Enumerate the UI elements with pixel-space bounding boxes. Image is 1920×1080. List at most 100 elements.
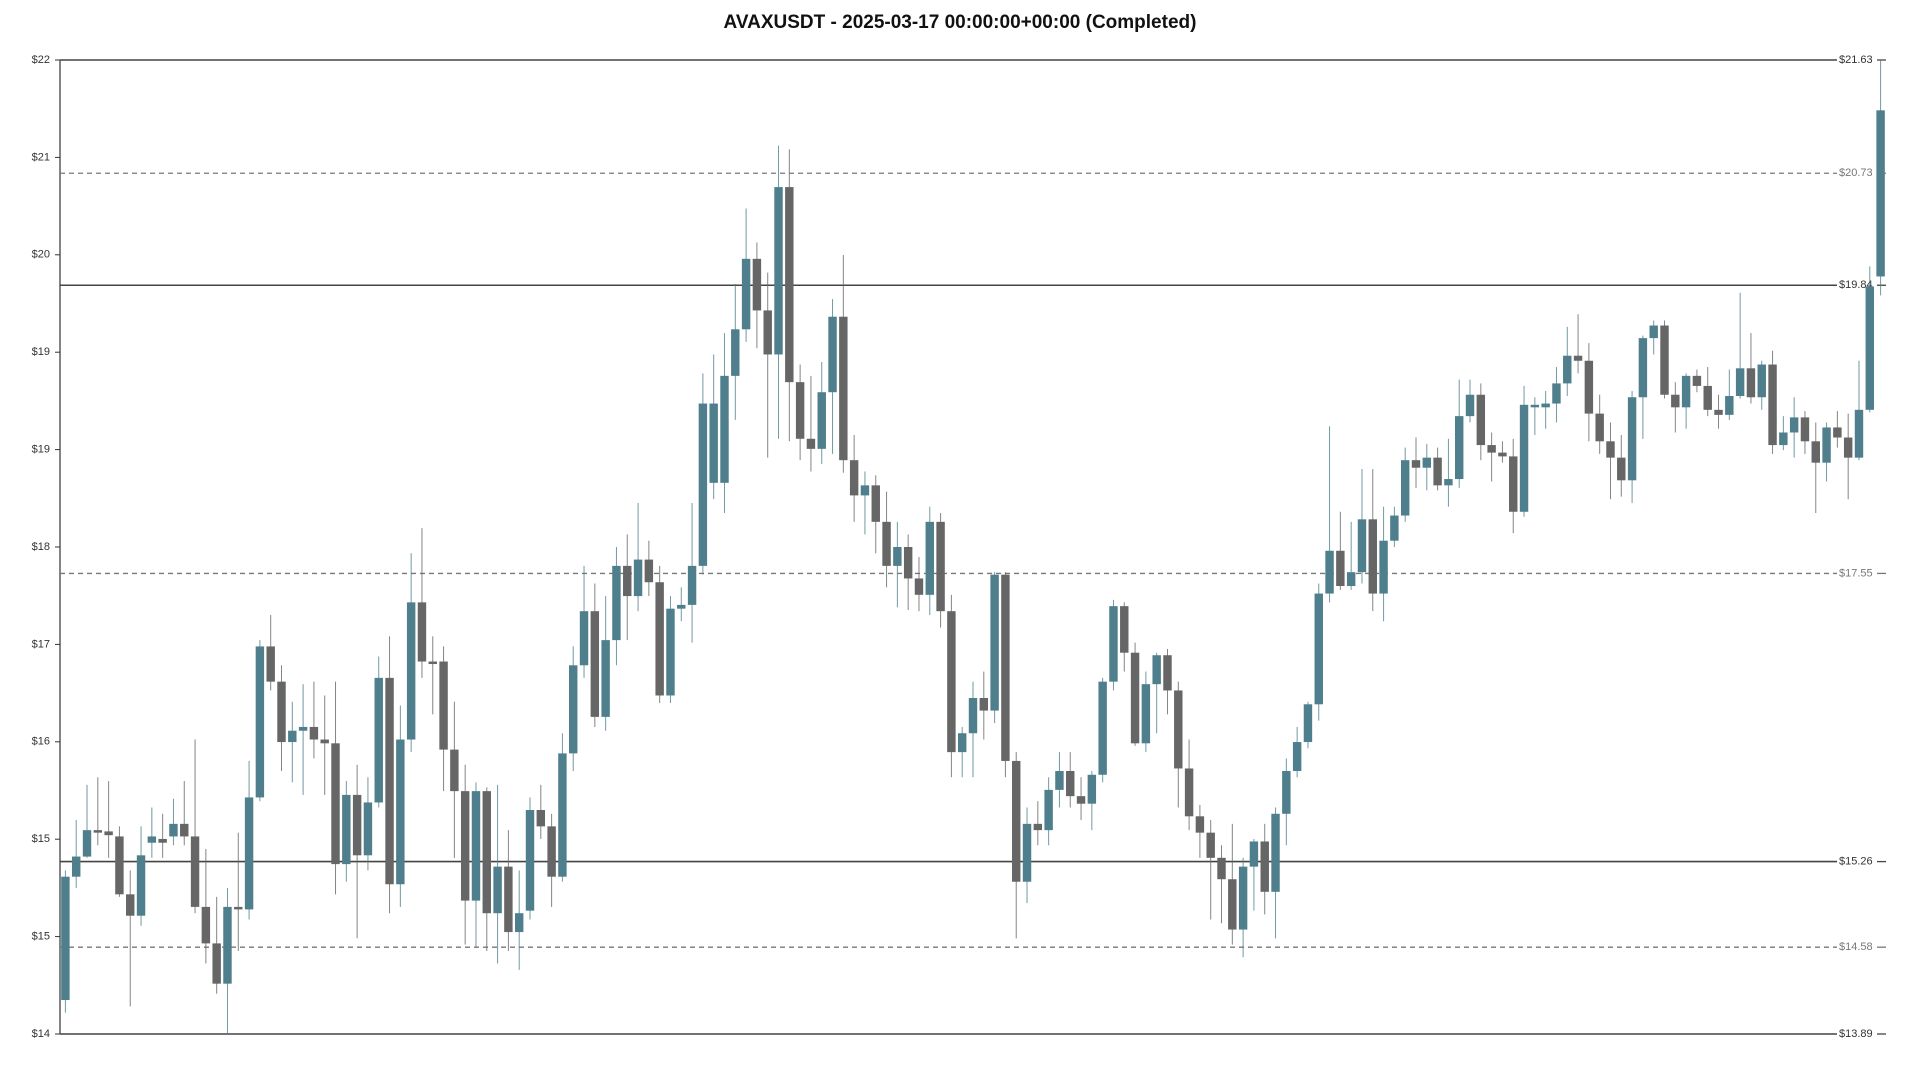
candle-body	[1076, 796, 1086, 804]
candle-body	[1789, 417, 1799, 433]
candle-body	[763, 310, 772, 355]
candle-body	[1282, 770, 1291, 814]
y-tick-label: $19	[32, 444, 50, 456]
candle-body	[1152, 655, 1161, 685]
candle-body	[1066, 770, 1075, 797]
level-label: $14.58	[1839, 941, 1873, 953]
candle-body	[493, 866, 502, 914]
candle-body	[785, 187, 794, 383]
candle-body	[666, 608, 675, 696]
candle-body	[1660, 325, 1669, 395]
candle-body	[309, 726, 319, 740]
candle-body	[839, 316, 848, 461]
candle-body	[288, 730, 297, 743]
candle-body	[590, 611, 600, 717]
y-tick-label: $21	[32, 151, 50, 163]
candle-body	[698, 403, 708, 566]
candle-body	[352, 794, 362, 856]
candle-body	[644, 559, 654, 583]
candle-body	[1509, 456, 1518, 512]
candle-body	[677, 604, 686, 609]
candle-body	[1087, 774, 1097, 804]
candle-body	[1649, 325, 1658, 339]
candle-body	[471, 791, 481, 901]
candle-body	[1400, 460, 1410, 516]
candle-body	[1617, 457, 1626, 481]
candle-body	[136, 855, 146, 916]
candle-body	[1735, 368, 1745, 396]
candle-body	[1595, 413, 1604, 442]
y-tick-label: $16	[32, 736, 50, 748]
candle-body	[741, 258, 751, 330]
candle-body	[525, 810, 535, 911]
candle-body	[1584, 360, 1594, 414]
candle-body	[849, 460, 859, 496]
candle-body	[1292, 742, 1302, 771]
candle-body	[957, 733, 967, 753]
candle-body	[1336, 550, 1345, 587]
candle-body	[1022, 823, 1032, 882]
candle-body	[1411, 460, 1421, 468]
candle-body	[1833, 427, 1842, 438]
candle-body	[460, 791, 470, 901]
candle-body	[558, 753, 567, 877]
candle-body	[1303, 704, 1313, 743]
y-tick-label: $18	[32, 541, 50, 553]
candle-body	[1174, 690, 1183, 769]
candle-body	[1055, 770, 1064, 790]
candle-body	[579, 611, 589, 666]
candle-body	[1714, 409, 1723, 415]
candle-body	[450, 749, 459, 792]
candle-body	[1627, 397, 1637, 481]
candle-body	[655, 582, 664, 696]
candle-body	[1444, 479, 1453, 486]
candle-body	[115, 836, 124, 895]
candle-body	[1573, 355, 1583, 361]
candle-body	[158, 838, 167, 843]
candle-body	[1433, 457, 1442, 486]
candle-body	[709, 403, 718, 483]
candle-body	[1498, 452, 1507, 457]
candle-body	[212, 943, 221, 984]
candle-body	[1206, 832, 1215, 858]
y-tick-label: $22	[32, 54, 50, 66]
candle-body	[266, 646, 275, 682]
candle-body	[1379, 540, 1388, 594]
candle-body	[1390, 515, 1399, 541]
candle-body	[1195, 816, 1205, 833]
candle-body	[147, 836, 157, 843]
candle-body	[1228, 879, 1237, 930]
candle-body	[860, 485, 870, 496]
y-tick-label: $15	[32, 833, 50, 845]
candle-body	[1184, 768, 1194, 817]
candle-body	[903, 547, 913, 579]
candle-body	[482, 791, 492, 914]
candle-body	[731, 329, 740, 376]
candle-body	[914, 578, 924, 595]
candle-body	[1746, 368, 1756, 398]
y-tick-label: $14	[32, 1028, 50, 1040]
candle-body	[1141, 684, 1151, 744]
candle-body	[1638, 338, 1648, 398]
candle-body	[1854, 409, 1864, 458]
candle-body	[547, 826, 556, 877]
candle-body	[1725, 395, 1734, 415]
candle-body	[1865, 286, 1875, 410]
candle-body	[514, 913, 524, 933]
y-tick-label: $19	[32, 346, 50, 358]
candle-body	[1692, 375, 1702, 386]
candle-body	[1098, 681, 1107, 775]
candle-body	[1217, 857, 1226, 880]
candle-body	[623, 565, 632, 597]
candle-body	[385, 677, 394, 885]
candle-body	[569, 665, 578, 754]
y-tick-label: $20	[32, 249, 50, 261]
candle-body	[234, 906, 243, 910]
candle-body	[1001, 574, 1010, 761]
candle-body	[1238, 866, 1248, 930]
candle-body	[1519, 404, 1529, 512]
candle-body	[504, 866, 513, 933]
candle-body	[1422, 457, 1432, 468]
